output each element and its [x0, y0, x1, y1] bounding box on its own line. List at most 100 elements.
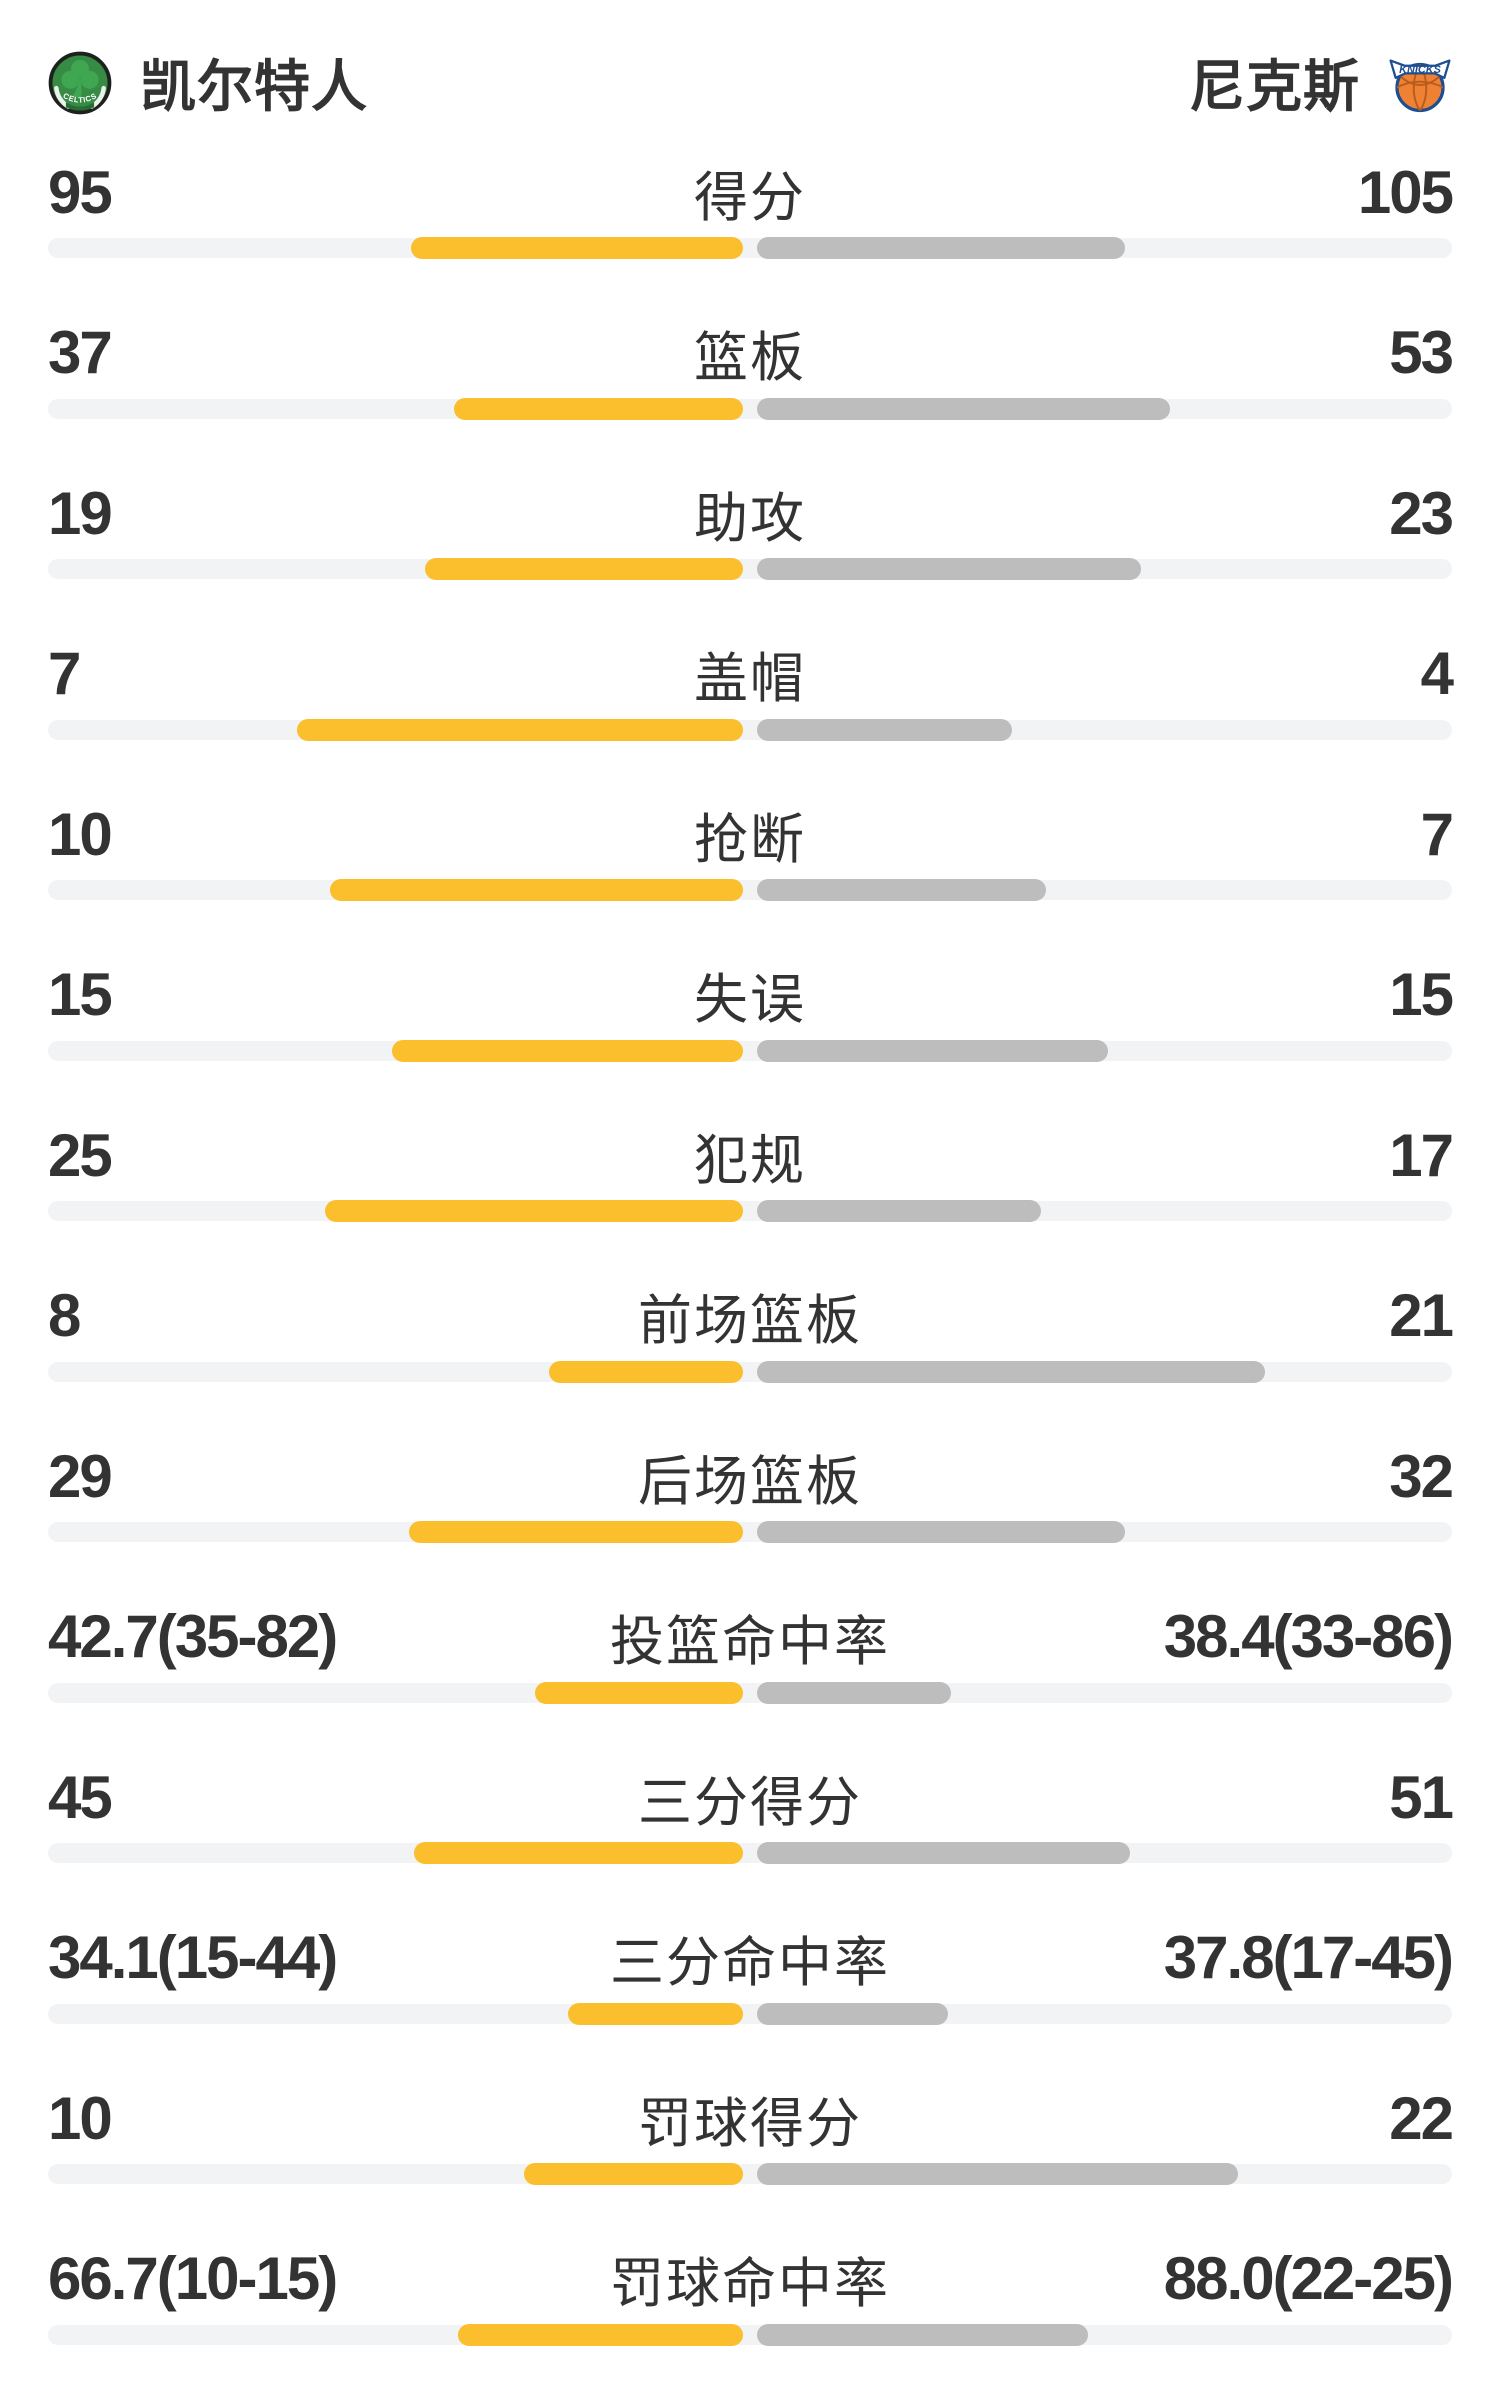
stat-bar [48, 1521, 1452, 1543]
away-bar [757, 879, 1046, 901]
away-bar [757, 718, 1012, 741]
stat-bar [48, 879, 1452, 901]
stat-label: 罚球命中率 [610, 2254, 890, 2314]
home-value: 25 [48, 1121, 113, 1189]
away-value: 88.0(22-25) [1163, 2245, 1454, 2312]
stat-row: 95 得分 105 [48, 157, 1454, 318]
home-value: 29 [48, 1442, 113, 1510]
away-value: 23 [1389, 479, 1454, 547]
stat-values-line: 95 得分 105 [48, 157, 1454, 228]
away-value: 53 [1389, 319, 1454, 386]
stat-bar [48, 397, 1452, 420]
home-bar [425, 558, 743, 580]
away-bar [757, 1521, 1125, 1543]
stat-label: 后场篮板 [638, 1451, 862, 1512]
stat-bar [48, 1681, 1452, 1704]
away-value: 105 [1357, 158, 1454, 226]
away-bar [757, 558, 1141, 580]
stat-values-line: 42.7(35-82) 投篮命中率 38.4(33-86) [48, 1602, 1454, 1672]
away-value: 7 [1420, 800, 1454, 868]
home-value: 19 [48, 479, 113, 547]
stat-label: 抢断 [694, 809, 806, 870]
bar-track [48, 1040, 1452, 1061]
bar-track [48, 1843, 1452, 1863]
knicks-logo-icon: KNICKS [1389, 58, 1451, 112]
home-bar [330, 879, 743, 901]
bar-track [48, 1201, 1452, 1221]
stat-row: 29 后场篮板 32 [48, 1441, 1454, 1602]
stat-label: 犯规 [694, 1130, 806, 1191]
stat-values-line: 34.1(15-44) 三分命中率 37.8(17-45) [48, 1923, 1454, 1993]
home-bar [458, 2323, 743, 2346]
stat-values-line: 8 前场篮板 21 [48, 1281, 1454, 1351]
stat-bar [48, 2163, 1452, 2185]
away-bar [757, 2323, 1088, 2346]
home-value: 7 [48, 640, 81, 707]
stat-values-line: 37 篮板 53 [48, 318, 1454, 388]
bar-track [48, 719, 1452, 740]
away-bar [757, 1200, 1041, 1222]
home-bar [409, 1521, 743, 1543]
stat-row: 19 助攻 23 [48, 478, 1454, 639]
stat-bar [48, 1039, 1452, 1062]
away-bar [757, 1842, 1130, 1864]
away-bar [757, 2002, 948, 2025]
stat-values-line: 25 犯规 17 [48, 1120, 1454, 1191]
away-bar [757, 1681, 951, 1704]
stats-list: 95 得分 105 37 篮板 53 [48, 123, 1454, 2400]
header: CELTICS 凯尔特人 尼克斯 KNICKS [0, 0, 1500, 123]
home-value: 34.1(15-44) [48, 1924, 338, 1991]
home-value: 42.7(35-82) [48, 1603, 338, 1670]
home-bar [297, 718, 743, 741]
stat-row: 8 前场篮板 21 [48, 1281, 1454, 1442]
away-bar [757, 1360, 1265, 1383]
away-value: 38.4(33-86) [1163, 1603, 1454, 1670]
bar-track [48, 559, 1452, 579]
home-value: 10 [48, 2084, 113, 2152]
away-value: 15 [1389, 961, 1454, 1028]
stat-values-line: 15 失误 15 [48, 960, 1454, 1030]
bar-track [48, 2324, 1452, 2345]
svg-text:KNICKS: KNICKS [1399, 63, 1441, 75]
home-bar [524, 2163, 743, 2185]
home-team-name: 凯尔特人 [140, 55, 368, 118]
away-team-name: 尼克斯 [1189, 55, 1360, 118]
home-bar [325, 1200, 743, 1222]
away-value: 32 [1389, 1442, 1454, 1510]
bar-track [48, 398, 1452, 419]
away-value: 22 [1389, 2084, 1454, 2152]
stat-label: 罚球得分 [638, 2093, 862, 2154]
stat-row: 10 抢断 7 [48, 799, 1454, 960]
home-bar [411, 237, 743, 259]
home-bar [549, 1360, 743, 1383]
home-value: 45 [48, 1763, 113, 1831]
stat-bar [48, 718, 1452, 741]
stat-label: 失误 [694, 970, 806, 1030]
away-bar [757, 2163, 1238, 2185]
stat-values-line: 10 抢断 7 [48, 799, 1454, 870]
away-team-header: 尼克斯 KNICKS [1189, 42, 1452, 123]
stat-bar [48, 2002, 1452, 2025]
bar-track [48, 880, 1452, 900]
stat-row: 15 失误 15 [48, 960, 1454, 1121]
stat-label: 篮板 [694, 328, 806, 388]
home-value: 15 [48, 961, 113, 1028]
bar-track [48, 1682, 1452, 1703]
bar-track [48, 2003, 1452, 2024]
away-bar [757, 397, 1170, 420]
stat-label: 助攻 [694, 488, 806, 549]
away-value: 4 [1420, 640, 1454, 707]
away-value: 37.8(17-45) [1163, 1924, 1454, 1991]
celtics-logo-icon: CELTICS [48, 51, 112, 114]
home-value: 10 [48, 800, 113, 868]
away-value: 17 [1389, 1121, 1454, 1189]
bar-track [48, 1522, 1452, 1542]
stat-bar [48, 1200, 1452, 1222]
stat-row: 37 篮板 53 [48, 318, 1454, 479]
stat-row: 45 三分得分 51 [48, 1762, 1454, 1923]
home-bar [535, 1681, 743, 1704]
stat-bar [48, 2323, 1452, 2346]
stat-bar [48, 1360, 1452, 1383]
stat-label: 三分命中率 [610, 1933, 890, 1993]
stat-values-line: 29 后场篮板 32 [48, 1441, 1454, 1512]
